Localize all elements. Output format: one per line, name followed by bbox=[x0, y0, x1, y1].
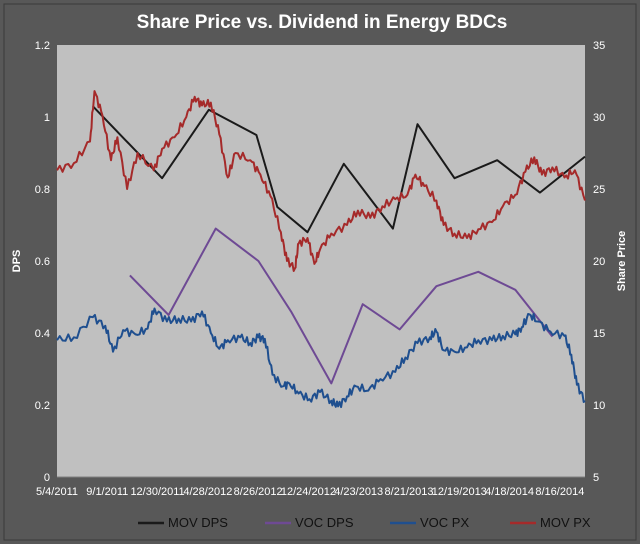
y-right-tick-label: 35 bbox=[593, 40, 605, 52]
y-left-tick-label: 0 bbox=[44, 472, 50, 484]
x-tick-label: 4/28/2012 bbox=[183, 486, 232, 498]
series-line-mov-dps bbox=[92, 105, 586, 234]
series-layer bbox=[56, 90, 586, 409]
legend: MOV DPS VOC DPS VOC PX MOV PX bbox=[138, 515, 591, 530]
y-right-tick-label: 15 bbox=[593, 328, 605, 340]
series-line-mov-px bbox=[56, 90, 586, 272]
series-line-voc-dps bbox=[129, 227, 554, 385]
y-axis-left-title: DPS bbox=[11, 250, 23, 273]
x-tick-label: 4/23/2013 bbox=[334, 486, 383, 498]
y-axis-right-title: Share Price bbox=[616, 231, 628, 292]
x-tick-label: 5/4/2011 bbox=[36, 486, 78, 498]
y-left-tick-label: 0.2 bbox=[35, 400, 50, 412]
x-tick-label: 12/19/2013 bbox=[432, 486, 487, 498]
legend-label-mov-px: MOV PX bbox=[540, 515, 591, 530]
x-tick-label: 4/18/2014 bbox=[485, 486, 534, 498]
y-left-tick-label: 0.8 bbox=[35, 184, 50, 196]
y-right-tick-label: 25 bbox=[593, 184, 605, 196]
x-tick-label: 12/30/2011 bbox=[130, 486, 184, 498]
x-tick-label: 9/1/2011 bbox=[86, 486, 128, 498]
y-right-tick-label: 20 bbox=[593, 256, 605, 268]
legend-label-voc-px: VOC PX bbox=[420, 515, 469, 530]
y-right-tick-label: 10 bbox=[593, 400, 605, 412]
legend-label-voc-dps: VOC DPS bbox=[295, 515, 354, 530]
y-left-tick-label: 0.6 bbox=[35, 256, 50, 268]
x-tick-label: 8/16/2014 bbox=[535, 486, 584, 498]
y-right-tick-label: 5 bbox=[593, 472, 599, 484]
x-tick-label: 12/24/2012 bbox=[281, 486, 336, 498]
y-left-tick-label: 0.4 bbox=[35, 328, 50, 340]
ticks-layer: 0 0.2 0.4 0.6 0.8 1 1.2 5 10 15 20 25 30 35 5/4/2011 9/… bbox=[35, 40, 606, 498]
series-line-voc-px bbox=[56, 307, 586, 409]
y-left-tick-label: 1.2 bbox=[35, 40, 50, 52]
x-tick-label: 8/26/2012 bbox=[234, 486, 283, 498]
chart-title: Share Price vs. Dividend in Energy BDCs bbox=[137, 12, 508, 33]
y-right-tick-label: 30 bbox=[593, 112, 605, 124]
x-tick-label: 8/21/2013 bbox=[385, 486, 434, 498]
y-left-tick-label: 1 bbox=[44, 112, 50, 124]
legend-label-mov-dps: MOV DPS bbox=[168, 515, 228, 530]
plot-area bbox=[57, 45, 585, 477]
